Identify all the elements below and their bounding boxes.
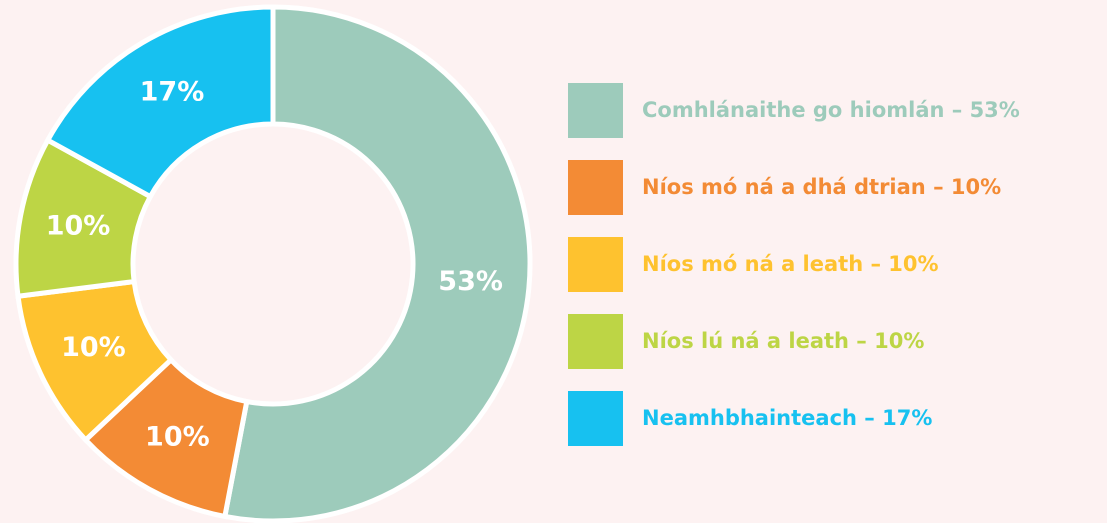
legend-swatch xyxy=(568,160,623,215)
slice-label: 17% xyxy=(140,77,205,108)
legend-label: Comhlánaithe go hiomlán – 53% xyxy=(642,98,1020,122)
slice-label: 53% xyxy=(438,266,503,297)
legend-swatch xyxy=(568,314,623,369)
slice xyxy=(221,4,533,523)
legend-swatch xyxy=(568,83,623,138)
legend-label: Níos lú ná a leath – 10% xyxy=(642,329,924,353)
legend-label: Neamhbhainteach – 17% xyxy=(642,406,932,430)
slice-label: 10% xyxy=(46,210,111,241)
slice xyxy=(44,4,276,200)
legend-swatch xyxy=(568,391,623,446)
legend-label: Níos mó ná a leath – 10% xyxy=(642,252,939,276)
slice-label: 10% xyxy=(61,332,126,363)
slice-label: 10% xyxy=(145,421,210,452)
legend-label: Níos mó ná a dhá dtrian – 10% xyxy=(642,175,1001,199)
legend-swatch xyxy=(568,237,623,292)
